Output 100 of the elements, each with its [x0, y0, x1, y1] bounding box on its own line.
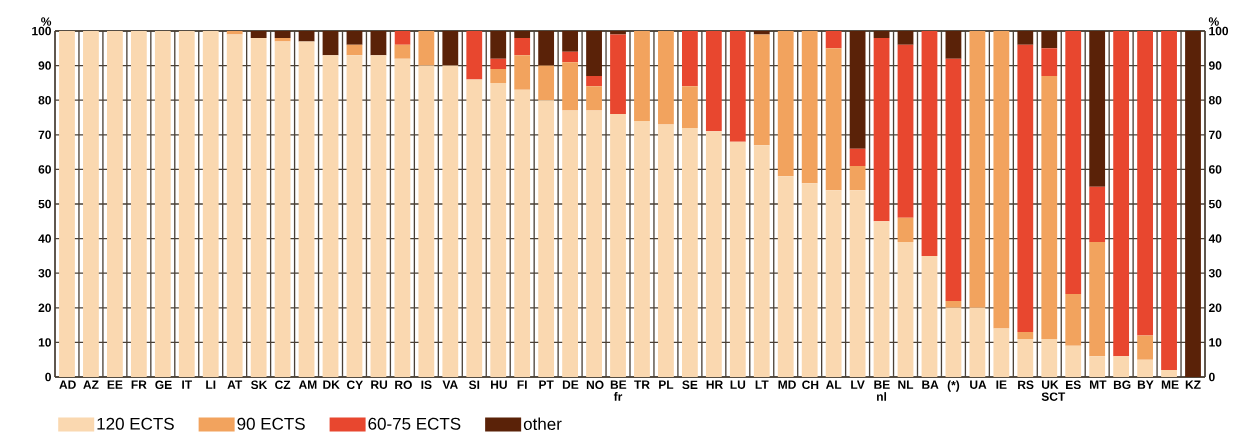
bar: [753, 145, 770, 377]
bar: [1089, 186, 1106, 243]
y-tick-label: 20: [38, 303, 51, 313]
bar: [490, 82, 507, 377]
bar: [538, 65, 555, 101]
bar: [945, 300, 962, 308]
bar: [562, 110, 579, 377]
y-tick-label: 90: [38, 61, 51, 70]
bar: [610, 114, 626, 377]
y2-tick-label: 100: [1209, 26, 1229, 36]
bar: [849, 165, 866, 191]
bar: [969, 30, 986, 308]
bar: [1041, 338, 1058, 377]
bar: [1017, 332, 1034, 339]
x-tick-label: MD: [778, 380, 796, 389]
x-tick-label: SI: [468, 380, 480, 390]
x-tick-label: ES: [1066, 380, 1081, 390]
x-tick-label: FI: [517, 380, 527, 389]
x-tick-label: AL: [825, 380, 842, 389]
bar: [634, 120, 650, 377]
bar: [346, 44, 363, 56]
bar: [1041, 75, 1058, 339]
bar: [1041, 48, 1058, 76]
y-tick-label: 40: [38, 234, 51, 243]
bar: [154, 30, 171, 377]
x-tick-label: LI: [206, 380, 216, 389]
y2-tick-label: 0: [1209, 372, 1215, 382]
bar: [1065, 293, 1082, 346]
bar: [1017, 338, 1034, 377]
bar: [394, 30, 411, 45]
bar: [562, 30, 579, 52]
y2-tick-label: 80: [1208, 95, 1222, 105]
bar: [490, 58, 507, 70]
bar: [1089, 30, 1106, 187]
y2-axis-title: %: [1208, 17, 1219, 26]
bar: [202, 30, 219, 377]
bar: [418, 65, 435, 377]
bar: [897, 44, 914, 218]
x-tick-label: RS: [1018, 380, 1034, 390]
bar: [1041, 30, 1058, 49]
bar: [442, 65, 459, 377]
bar: [705, 30, 722, 132]
bar: [586, 110, 602, 377]
bar: [945, 58, 962, 301]
bar: [514, 89, 531, 377]
bar: [370, 55, 387, 377]
bar: [753, 34, 770, 146]
x-tick-label: NO: [586, 380, 604, 390]
legend-label: 90 ECTS: [237, 417, 305, 430]
y2-tick-label: 50: [1208, 199, 1222, 209]
x-tick-label: LU: [730, 380, 746, 389]
y2-tick-label: 60: [1208, 165, 1222, 174]
y2-tick-label: 20: [1208, 303, 1222, 313]
x-tick-label: IE: [996, 380, 1007, 389]
y-tick-label: 70: [38, 130, 51, 140]
bar: [969, 307, 986, 377]
bar: [921, 30, 938, 256]
bar: [322, 55, 339, 377]
bar: [298, 30, 315, 42]
bar: [993, 30, 1010, 329]
x-tick-label: SE: [682, 380, 698, 390]
y-tick-label: 80: [38, 95, 51, 105]
bar: [777, 30, 794, 177]
x-tick-label: CZ: [275, 380, 291, 390]
y-axis-title: %: [41, 17, 52, 26]
x-tick-label: AT: [227, 380, 243, 389]
bar: [825, 190, 842, 377]
y2-tick-label: 40: [1208, 234, 1222, 243]
bar: [514, 55, 531, 90]
bar: [873, 30, 890, 38]
bar: [658, 124, 674, 377]
bar: [562, 62, 579, 111]
x-tick-label: IS: [421, 380, 432, 390]
bar: [897, 217, 914, 243]
bar: [346, 30, 363, 45]
x-tick-label: UA: [970, 380, 987, 389]
bar: [945, 30, 962, 59]
bar: [250, 30, 267, 38]
x-tick-label: RO: [395, 380, 412, 390]
x-tick-label: EE: [107, 380, 123, 389]
bar: [442, 30, 459, 66]
x-tick-label: LT: [755, 380, 769, 389]
bar: [106, 30, 123, 377]
bar: [1137, 335, 1153, 360]
bar: [825, 48, 842, 191]
bar: [849, 148, 866, 166]
x-tick-label: NL: [898, 380, 914, 389]
bar: [586, 86, 602, 111]
bar: [921, 255, 938, 377]
bar: [849, 30, 866, 149]
bar: [610, 34, 626, 115]
x-tick-label: (*): [947, 380, 960, 392]
bar: [873, 37, 890, 222]
x-tick-label: PT: [539, 380, 554, 389]
bar: [178, 30, 195, 377]
x-tick-label: HU: [491, 380, 507, 389]
bar: [1137, 359, 1153, 377]
y-tick-label: 100: [32, 26, 51, 36]
bar: [681, 127, 698, 377]
bar: [1065, 345, 1082, 377]
